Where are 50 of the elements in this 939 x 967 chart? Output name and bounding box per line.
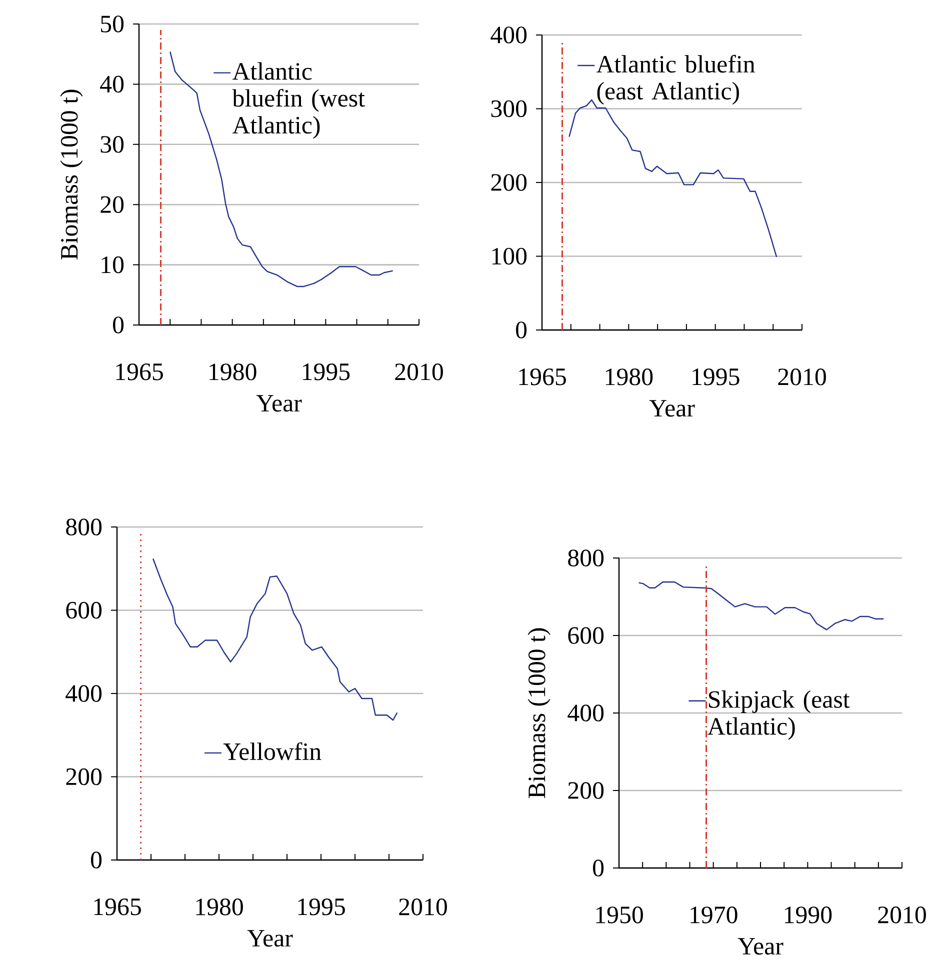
y-tick-label: 800 xyxy=(66,518,102,536)
legend-label: Atlantic bluefin (west Atlantic) xyxy=(232,62,365,139)
y-tick-label: 300 xyxy=(491,100,527,118)
x-tick-label: 1990 xyxy=(784,906,832,924)
x-tick-label: 2010 xyxy=(878,906,926,924)
y-tick-label: 0 xyxy=(113,316,124,334)
legend-label: Skipjack (east Atlantic) xyxy=(708,690,850,740)
legend-label: Atlantic bluefin (east Atlantic) xyxy=(596,54,755,105)
y-axis-title: Biomass (1000 t) xyxy=(528,628,550,798)
legend-label: Yellowfin xyxy=(223,742,322,760)
x-axis-title: Year xyxy=(256,395,302,412)
x-tick-label: 1965 xyxy=(519,368,566,386)
x-tick-label: 1980 xyxy=(606,368,653,386)
x-tick-label: 1995 xyxy=(302,364,350,380)
x-tick-label: 1970 xyxy=(690,906,738,924)
x-axis-title: Year xyxy=(649,400,695,417)
x-tick-label: 1965 xyxy=(116,364,163,380)
y-tick-label: 20 xyxy=(100,196,124,214)
y-tick-label: 30 xyxy=(100,136,124,153)
x-tick-label: 2010 xyxy=(395,363,443,380)
y-tick-label: 200 xyxy=(66,768,102,786)
x-tick-label: 1980 xyxy=(196,898,243,916)
y-tick-label: 0 xyxy=(516,322,527,338)
x-tick-label: 2010 xyxy=(778,368,826,386)
x-tick-label: 1995 xyxy=(692,368,740,386)
x-axis-title: Year xyxy=(247,930,293,947)
y-tick-label: 200 xyxy=(568,782,604,799)
y-tick-label: 50 xyxy=(101,16,124,32)
y-tick-label: 600 xyxy=(66,602,102,619)
line-series xyxy=(638,581,884,630)
line-series xyxy=(152,558,398,721)
x-tick-label: 1965 xyxy=(94,898,141,916)
y-tick-label: 10 xyxy=(102,256,124,274)
y-tick-label: 600 xyxy=(568,627,604,644)
y-tick-label: 40 xyxy=(100,76,124,93)
y-tick-label: 800 xyxy=(568,550,604,566)
y-tick-label: 200 xyxy=(491,174,527,191)
y-tick-label: 400 xyxy=(568,704,604,722)
y-tick-label: 0 xyxy=(91,852,102,868)
x-tick-label: 2010 xyxy=(399,898,447,916)
x-tick-label: 1950 xyxy=(596,906,643,924)
y-tick-label: 100 xyxy=(492,248,527,265)
y-tick-label: 400 xyxy=(66,685,102,702)
x-tick-label: 1980 xyxy=(210,363,256,380)
y-axis-title: Biomass (1000 t) xyxy=(60,90,83,260)
line-series xyxy=(170,51,394,288)
y-tick-label: 400 xyxy=(490,26,527,44)
x-axis-title: Year xyxy=(738,938,784,955)
y-tick-label: 0 xyxy=(593,860,604,876)
x-tick-label: 1995 xyxy=(298,898,345,916)
